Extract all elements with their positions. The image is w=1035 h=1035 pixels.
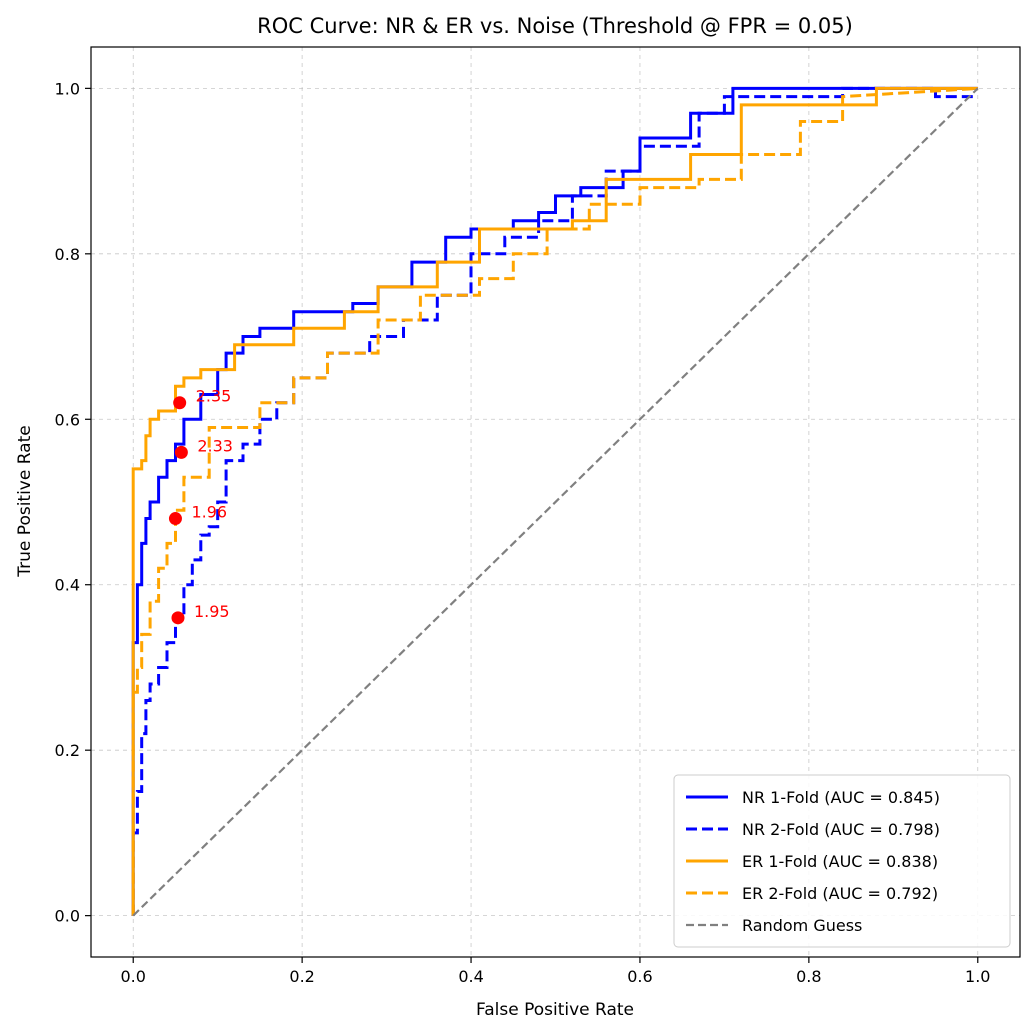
plot-frame (90, 46, 1021, 958)
y-axis-label: True Positive Rate (15, 425, 35, 577)
threshold-points: 2.35 2.33 1.96 1.95 (168, 387, 233, 625)
x-axis-label: False Positive Rate (476, 1000, 634, 1020)
y-tick-label: 1.0 (55, 79, 80, 98)
series-line-er-2-fold (131, 86, 978, 916)
axis-ticks: 0.0 0.2 0.4 0.6 0.8 1.0 0.0 0.2 0.4 0.6 0.8 1.0 (55, 79, 991, 986)
y-tick-label: 0.6 (55, 410, 80, 429)
grid (91, 47, 1020, 957)
x-tick-label: 0.4 (458, 967, 483, 986)
series-layer (131, 86, 979, 917)
threshold-label: 2.35 (196, 387, 232, 406)
x-tick-label: 0.2 (289, 967, 314, 986)
threshold-point (171, 611, 185, 625)
y-tick-label: 0.0 (55, 907, 80, 926)
x-tick-label: 0.0 (121, 967, 146, 986)
series-line-nr-2-fold (131, 86, 978, 916)
x-tick-label: 0.8 (796, 967, 821, 986)
legend: NR 1-Fold (AUC = 0.845) NR 2-Fold (AUC = … (673, 774, 1011, 948)
threshold-point (168, 512, 182, 526)
series-line-random-guess (132, 87, 979, 917)
legend-entry-label: ER 2-Fold (AUC = 0.792) (742, 884, 938, 903)
chart-title: ROC Curve: NR & ER vs. Noise (Threshold … (257, 14, 853, 38)
x-tick-label: 0.6 (627, 967, 652, 986)
legend-box (673, 774, 1011, 948)
threshold-point (174, 445, 188, 459)
y-tick-label: 0.4 (55, 576, 80, 595)
legend-entry-label: NR 2-Fold (AUC = 0.798) (742, 820, 940, 839)
legend-entry-label: ER 1-Fold (AUC = 0.838) (742, 852, 938, 871)
threshold-point (173, 396, 187, 410)
series-line-er-1-fold (131, 86, 978, 916)
legend-entry-label: NR 1-Fold (AUC = 0.845) (742, 788, 940, 807)
legend-entry-label: Random Guess (742, 916, 862, 935)
y-tick-label: 0.2 (55, 741, 80, 760)
threshold-label: 1.95 (194, 602, 230, 621)
y-tick-label: 0.8 (55, 245, 80, 264)
x-tick-label: 1.0 (965, 967, 990, 986)
threshold-label: 1.96 (191, 503, 227, 522)
threshold-label: 2.33 (197, 436, 233, 455)
